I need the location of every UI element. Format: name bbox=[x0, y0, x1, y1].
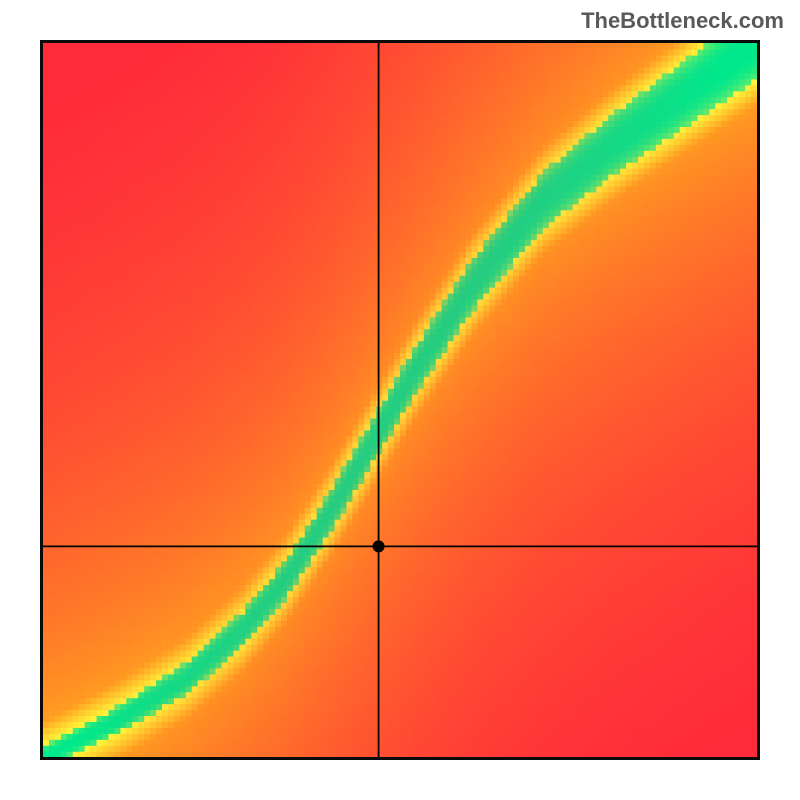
attribution-label: TheBottleneck.com bbox=[581, 8, 784, 34]
bottleneck-heatmap bbox=[40, 40, 760, 760]
